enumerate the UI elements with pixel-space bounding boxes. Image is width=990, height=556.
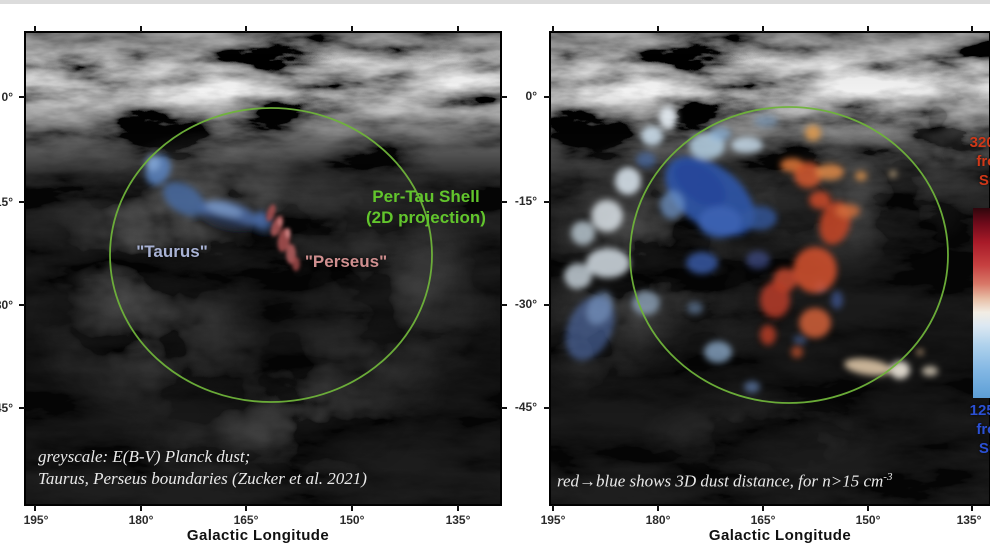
right-x-tick-180: 180° — [645, 513, 671, 527]
colorbar-max-line3: Sun — [978, 172, 990, 189]
right-panel-map — [550, 32, 990, 505]
right-x-tick-195: 195° — [540, 513, 566, 527]
far-dust-red-clouds — [760, 125, 938, 379]
colorbar-max-label: 320 pc from Sun — [948, 133, 990, 190]
left-panel-border — [24, 31, 502, 506]
right-panel-border — [549, 31, 990, 506]
distance-colorbar — [973, 208, 990, 398]
top-border-strip — [0, 0, 990, 4]
left-panel-caption: greyscale: E(B-V) Planck dust; Taurus, P… — [38, 446, 367, 490]
per-tau-shell-circle-left — [109, 107, 433, 403]
left-y-tick-30: -30° — [0, 298, 13, 312]
left-y-tick-45: -45° — [0, 401, 13, 415]
left-x-tick-180: 180° — [128, 513, 154, 527]
left-caption-line2: Taurus, Perseus boundaries (Zucker et al… — [38, 469, 367, 488]
right-panel-caption: red→blue shows 3D dust distance, for n>1… — [557, 466, 892, 493]
near-dust-blue-clouds — [564, 106, 843, 393]
left-y-tick-15: -15° — [0, 195, 13, 209]
right-x-tick-150: 150° — [855, 513, 881, 527]
taurus-cloud-boundary — [145, 154, 278, 247]
right-y-tick-15: -15° — [514, 194, 537, 208]
right-x-tick-135: 135° — [956, 513, 982, 527]
right-y-tick-45: -45° — [514, 400, 537, 414]
right-caption-text: red→blue shows 3D dust distance, for n>1… — [557, 471, 884, 491]
left-x-tick-135: 135° — [445, 513, 471, 527]
colorbar-min-line1: 125 pc — [969, 402, 990, 419]
left-y-tick-0: 0° — [1, 90, 13, 104]
colorbar-min-label: 125 pc from Sun — [948, 401, 990, 458]
left-x-tick-150: 150° — [339, 513, 365, 527]
right-y-tick-30: -30° — [514, 297, 537, 311]
left-caption-line1: greyscale: E(B-V) Planck dust; — [38, 447, 251, 466]
perseus-cloud-boundary — [266, 204, 300, 271]
axis-ticks — [19, 26, 973, 511]
colorbar-min-line2: from — [976, 421, 990, 438]
right-x-tick-165: 165° — [750, 513, 776, 527]
left-x-tick-195: 195° — [23, 513, 49, 527]
left-x-tick-165: 165° — [233, 513, 259, 527]
per-tau-shell-label: Per-Tau Shell (2D projection) — [341, 186, 511, 228]
per-tau-shell-label-line2: (2D projection) — [366, 208, 486, 227]
colorbar-max-line1: 320 pc — [969, 134, 990, 151]
right-caption-exponent: -3 — [883, 471, 893, 483]
perseus-label: "Perseus" — [304, 252, 388, 271]
left-panel-map — [25, 32, 501, 505]
right-y-tick-0: 0° — [525, 89, 537, 103]
colorbar-min-line3: Sun — [978, 440, 990, 457]
colorbar-max-line2: from — [976, 153, 990, 170]
per-tau-shell-label-line1: Per-Tau Shell — [372, 187, 480, 206]
taurus-label: "Taurus" — [136, 242, 208, 261]
per-tau-shell-circle-right — [629, 106, 949, 404]
left-x-axis-title: Galactic Longitude — [186, 527, 330, 544]
right-x-axis-title: Galactic Longitude — [708, 527, 852, 544]
